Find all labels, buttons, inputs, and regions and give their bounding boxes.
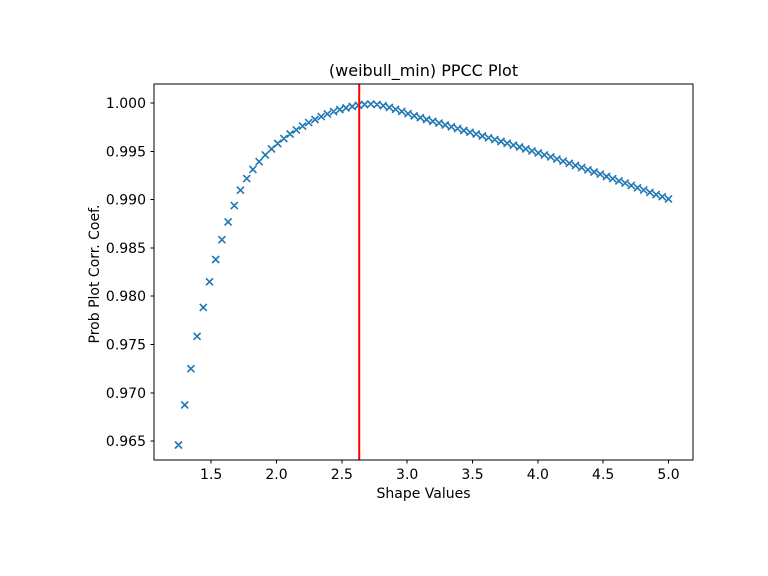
x-tick-label: 1.5 [200, 467, 222, 483]
axes-spines [153, 83, 694, 461]
y-tick-label: 0.980 [106, 289, 146, 305]
x-tick-label: 2.0 [265, 467, 287, 483]
data-point-markers [174, 100, 673, 450]
x-tick-label: 5.0 [657, 467, 679, 483]
x-tick-label: 2.5 [331, 467, 353, 483]
x-tick-label: 4.0 [527, 467, 549, 483]
y-tick-label: 0.985 [106, 241, 146, 257]
y-tick-label: 0.995 [106, 144, 146, 160]
y-tick-label: 1.000 [106, 96, 146, 112]
x-tick-label: 3.5 [461, 467, 483, 483]
x-axis-label: Shape Values [376, 486, 471, 502]
y-tick-label: 0.990 [106, 193, 146, 209]
chart-title: (weibull_min) PPCC Plot [328, 61, 519, 80]
y-axis-label: Prob Plot Corr. Coef. [87, 204, 103, 344]
y-tick-label: 0.975 [106, 338, 146, 354]
x-tick-label: 4.5 [592, 467, 614, 483]
x-tick-label: 3.0 [396, 467, 418, 483]
y-tick-label: 0.970 [106, 386, 146, 402]
y-tick-label: 0.965 [106, 434, 146, 450]
